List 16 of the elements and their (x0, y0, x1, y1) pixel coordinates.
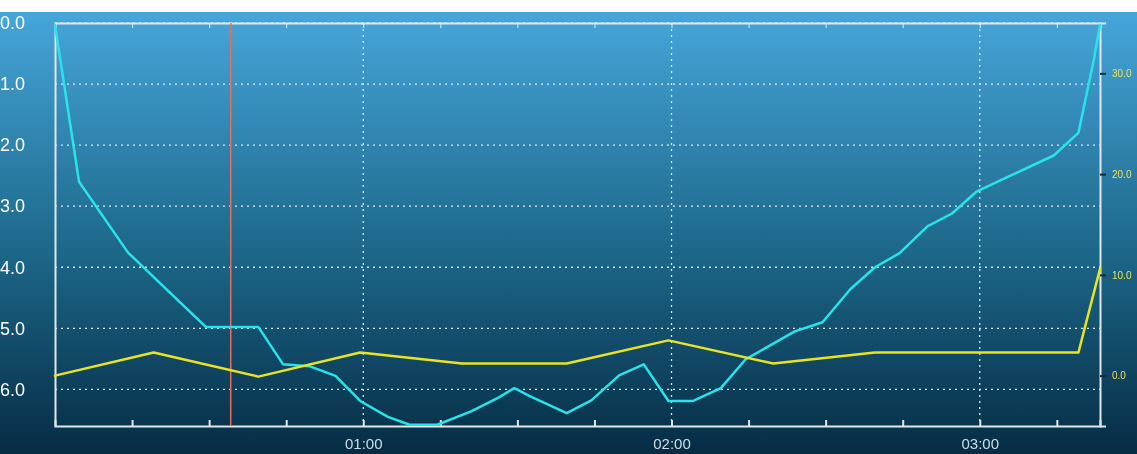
y-tick-label: 0.0 (0, 13, 26, 34)
y2-tick-label: 0.0 (1112, 370, 1127, 382)
x-tick-label: 03:00 (961, 434, 1000, 452)
line-series (53, 267, 1102, 378)
y2-tick-label: 10.0 (1112, 269, 1132, 281)
y-tick-label: 1.0 (0, 74, 26, 95)
x-tick-label: 02:00 (653, 434, 691, 452)
x-tick-label: 01:00 (344, 434, 383, 452)
y-tick-label: 2.0 (0, 135, 26, 156)
y-tick-label: 5.0 (0, 318, 26, 339)
y-tick-label: 4.0 (0, 257, 26, 278)
y2-tick-label: 30.0 (1112, 68, 1132, 80)
line-series (53, 23, 1102, 427)
y2-tick-label: 20.0 (1112, 168, 1132, 180)
y-tick-label: 6.0 (0, 379, 26, 400)
y-tick-label: 3.0 (0, 196, 26, 217)
